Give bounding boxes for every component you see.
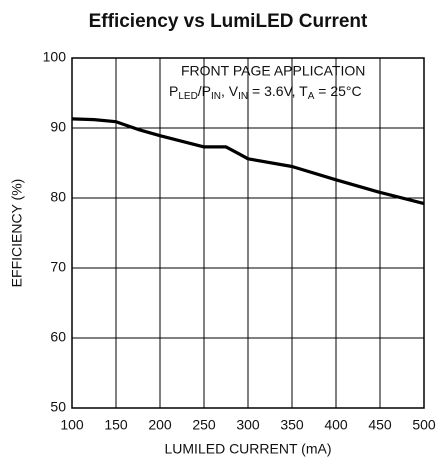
x-tick-label: 400 — [324, 417, 348, 433]
annotation-part: , V — [221, 83, 239, 99]
y-tick-label: 60 — [50, 329, 66, 345]
annotation-part: LED — [178, 91, 197, 102]
x-tick-label: 200 — [148, 417, 172, 433]
annotation: PLED/PIN, VIN = 3.6V, TA = 25°C — [169, 83, 362, 102]
annotation-part: P — [169, 83, 178, 99]
annotation-part: IN — [211, 91, 221, 102]
annotation-part: A — [308, 91, 315, 102]
x-tick-label: 100 — [60, 417, 84, 433]
annotation: FRONT PAGE APPLICATION — [181, 63, 365, 79]
y-axis-label: EFFICIENCY (%) — [9, 179, 25, 288]
y-tick-label: 90 — [50, 119, 66, 135]
line — [71, 117, 425, 206]
x-tick-label: 450 — [368, 417, 392, 433]
y-tick-label: 100 — [43, 49, 67, 65]
x-axis-label: LUMILED CURRENT (mA) — [165, 441, 332, 457]
x-tick-label: 150 — [104, 417, 128, 433]
x-tick-label: 250 — [192, 417, 216, 433]
annotation-part: = 3.6V, T — [248, 83, 308, 99]
y-tick-label: 70 — [50, 259, 66, 275]
x-tick-label: 300 — [236, 417, 260, 433]
annotation-part: = 25°C — [314, 83, 361, 99]
plot-frame — [71, 57, 425, 409]
x-tick-label: 350 — [280, 417, 304, 433]
chart-title: Efficiency vs LumiLED Current — [89, 11, 368, 32]
y-tick-label: 80 — [50, 189, 66, 205]
y-tick-label: 50 — [50, 399, 66, 415]
annotation-part: IN — [238, 91, 248, 102]
x-tick-label: 500 — [412, 417, 436, 433]
